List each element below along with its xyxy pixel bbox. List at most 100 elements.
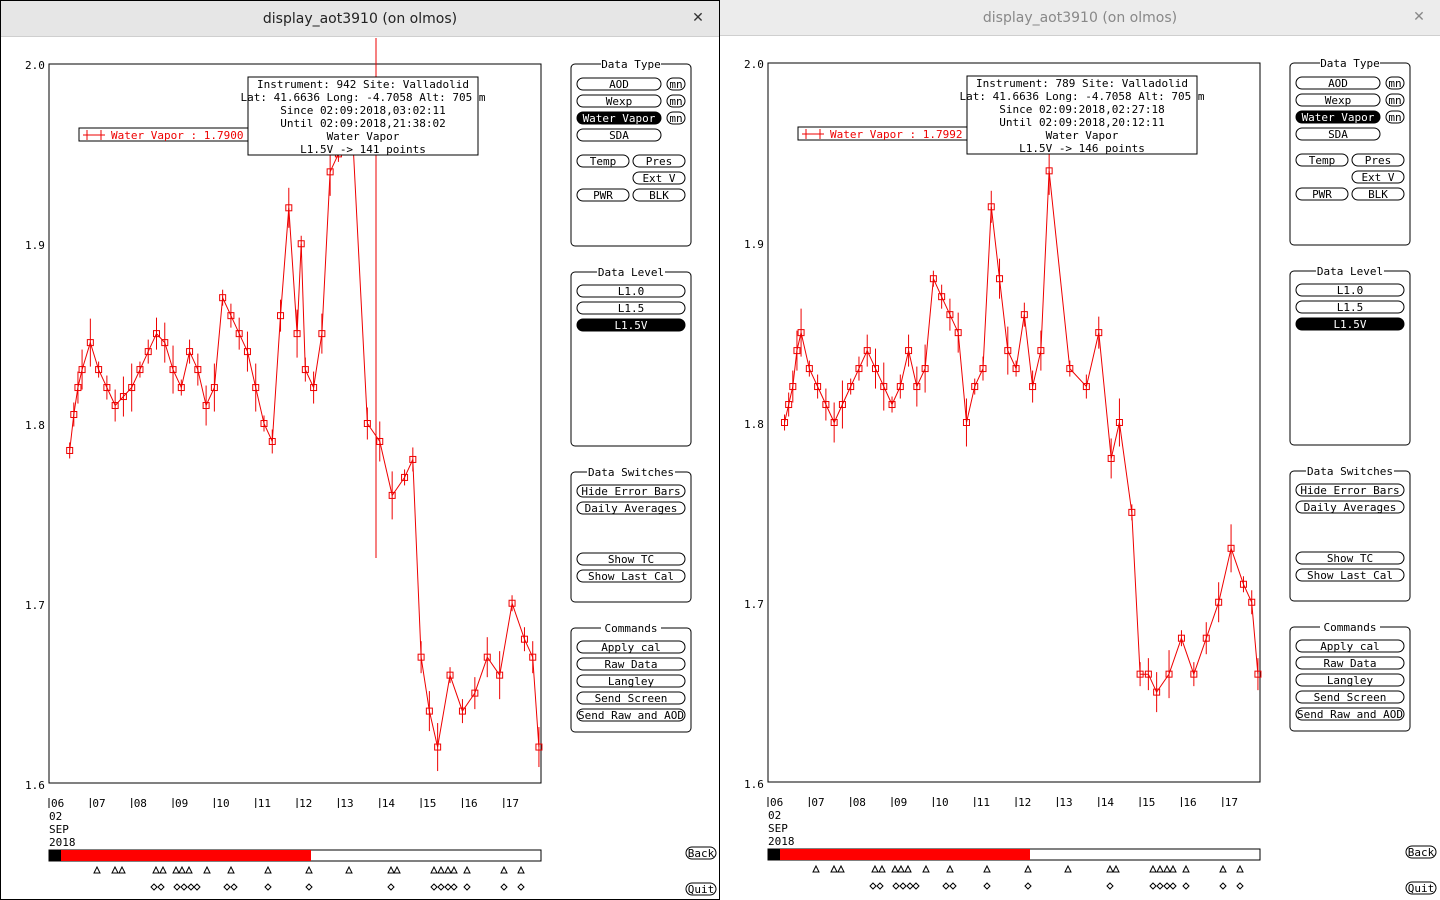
marker-diamond <box>193 883 201 891</box>
back-button[interactable] <box>685 846 717 860</box>
pwr-button[interactable] <box>1295 187 1349 201</box>
data-point <box>814 383 822 391</box>
langley-button[interactable] <box>576 674 686 688</box>
daily-averages-button[interactable] <box>1295 500 1405 514</box>
mn-label: mn <box>1388 77 1401 90</box>
aod-mn-button[interactable] <box>666 77 686 91</box>
marker-triangle <box>111 865 119 874</box>
x-tick-label: 13 <box>340 797 353 810</box>
marker-triangle <box>897 864 905 873</box>
close-icon[interactable]: ✕ <box>692 10 704 26</box>
data-point <box>1254 670 1262 678</box>
marker-triangle <box>437 865 445 874</box>
water-vapor-mn-button[interactable] <box>1385 110 1405 124</box>
l15-button[interactable] <box>576 301 686 315</box>
pres-button[interactable] <box>632 154 686 168</box>
y-tick-label: 1.8 <box>25 419 45 432</box>
aod-mn-button[interactable] <box>1385 76 1405 90</box>
data-point <box>1115 419 1123 426</box>
temp-button[interactable] <box>576 154 630 168</box>
marker-triangle <box>1169 864 1177 873</box>
marker-triangle <box>345 865 353 874</box>
data-point <box>152 330 160 338</box>
marker-diamond <box>450 883 458 891</box>
marker-diamond <box>1156 882 1164 890</box>
l15v-button[interactable] <box>1295 317 1405 331</box>
temp-button[interactable] <box>1295 153 1349 167</box>
wexp-button[interactable] <box>576 94 662 108</box>
wexp-button[interactable] <box>1295 93 1381 107</box>
pres-button[interactable] <box>1351 153 1405 167</box>
water-vapor-label: Water Vapor <box>583 112 656 125</box>
marker-diamond <box>949 882 957 890</box>
data-point <box>425 707 433 715</box>
data-point <box>161 339 169 347</box>
marker-triangle <box>517 865 525 874</box>
show-last-cal-label: Show Last Cal <box>1307 569 1393 582</box>
pwr-button[interactable] <box>576 188 630 202</box>
langley-button[interactable] <box>1295 673 1405 687</box>
raw-data-button[interactable] <box>576 657 686 671</box>
data-point <box>458 707 466 715</box>
apply-cal-button[interactable] <box>1295 639 1405 653</box>
titlebar[interactable]: display_aot3910 (on olmos) ✕ <box>720 0 1440 36</box>
show-tc-label: Show TC <box>1327 552 1373 565</box>
data-point <box>929 275 937 283</box>
show-last-cal-button[interactable] <box>1295 568 1405 582</box>
close-icon[interactable]: ✕ <box>1413 9 1425 25</box>
data-point <box>1165 670 1173 678</box>
marker-triangle <box>878 864 886 873</box>
quit-button[interactable] <box>685 882 717 896</box>
data-point <box>938 293 946 301</box>
x-tick-label: 06 <box>770 796 783 809</box>
wexp-mn-button[interactable] <box>1385 93 1405 107</box>
marker-diamond <box>1219 882 1227 890</box>
l10-button[interactable] <box>1295 283 1405 297</box>
blk-button[interactable] <box>1351 187 1405 201</box>
raw-data-button[interactable] <box>1295 656 1405 670</box>
data-point <box>293 330 301 338</box>
water-vapor-button[interactable] <box>1295 110 1381 124</box>
show-tc-button[interactable] <box>576 552 686 566</box>
l10-button[interactable] <box>576 284 686 298</box>
l15-button[interactable] <box>1295 300 1405 314</box>
marker-triangle <box>430 865 438 874</box>
l15v-button[interactable] <box>576 318 686 332</box>
daily-averages-button[interactable] <box>576 501 686 515</box>
mn-label: mn <box>669 112 682 125</box>
info-line: Until 02:09:2018,20:12:11 <box>999 116 1165 129</box>
sda-button[interactable] <box>576 128 662 142</box>
back-button[interactable] <box>1405 845 1437 859</box>
marker-triangle <box>891 864 899 873</box>
aod-button[interactable] <box>1295 76 1381 90</box>
sda-button[interactable] <box>1295 127 1381 141</box>
water-vapor-mn-button[interactable] <box>666 111 686 125</box>
data-point <box>1037 347 1045 355</box>
data-point <box>888 401 896 409</box>
pwr-label: PWR <box>1312 188 1332 201</box>
water-vapor-button[interactable] <box>576 111 662 125</box>
send-screen-button[interactable] <box>1295 690 1405 704</box>
apply-cal-button[interactable] <box>576 640 686 654</box>
show-last-cal-button[interactable] <box>576 569 686 583</box>
wexp-mn-button[interactable] <box>666 94 686 108</box>
marker-diamond <box>517 883 525 891</box>
titlebar[interactable]: display_aot3910 (on olmos) ✕ <box>1 1 719 37</box>
quit-button[interactable] <box>1405 881 1437 895</box>
blk-button[interactable] <box>632 188 686 202</box>
show-tc-button[interactable] <box>1295 551 1405 565</box>
send-raw-aod-button[interactable] <box>576 708 686 722</box>
data-point <box>326 168 334 176</box>
ext-v-button[interactable] <box>632 171 686 185</box>
send-raw-aod-button[interactable] <box>1295 707 1405 721</box>
x-tick-label: 16 <box>1183 796 1196 809</box>
info-line: Since 02:09:2018,03:02:11 <box>280 104 446 117</box>
commands-panel: Commands Apply cal Raw Data Langley Send… <box>1289 621 1411 732</box>
hide-error-bars-button[interactable] <box>576 484 686 498</box>
aod-button[interactable] <box>576 77 662 91</box>
ext-v-button[interactable] <box>1351 170 1405 184</box>
hide-error-bars-button[interactable] <box>1295 483 1405 497</box>
marker-diamond <box>173 883 181 891</box>
send-screen-button[interactable] <box>576 691 686 705</box>
data-point <box>74 384 82 392</box>
